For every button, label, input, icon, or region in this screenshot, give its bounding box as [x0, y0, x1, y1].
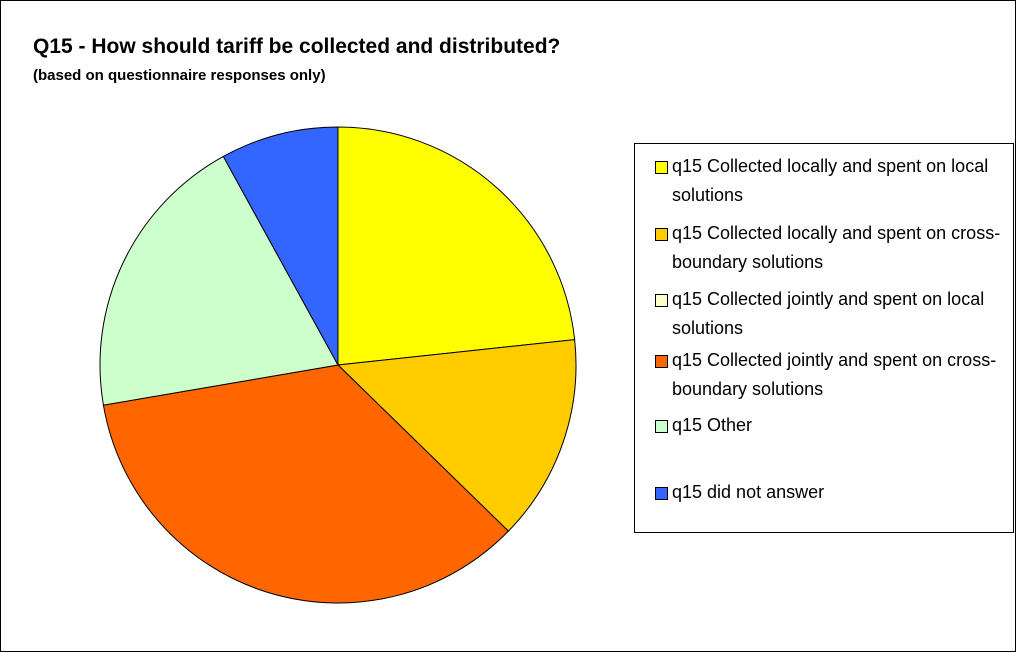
legend-swatch-6	[655, 487, 668, 500]
legend-swatch-2	[655, 228, 668, 241]
legend-label-5: q15 Other	[672, 415, 753, 435]
chart-subtitle: (based on questionnaire responses only)	[33, 67, 326, 84]
legend-swatch-5	[655, 420, 668, 433]
legend-label-6: q15 did not answer	[672, 482, 825, 502]
legend-item-3: q15 Collected jointly and spent on local…	[655, 285, 1012, 343]
pie-slice-6	[222, 126, 339, 366]
legend-item-4: q15 Collected jointly and spent on cross…	[655, 346, 1012, 404]
pie-slice-4	[102, 364, 510, 604]
legend-item-6: q15 did not answer	[655, 478, 1012, 507]
legend-swatch-4	[655, 355, 668, 368]
pie-slice-1	[337, 126, 576, 366]
legend-item-2: q15 Collected locally and spent on cross…	[655, 219, 1012, 277]
legend-label-2: q15 Collected locally and spent on cross…	[672, 223, 1001, 272]
pie-slice-2	[336, 339, 577, 532]
legend-item-5: q15 Other	[655, 411, 1012, 440]
chart-title: Q15 - How should tariff be collected and…	[33, 35, 561, 58]
legend-label-4: q15 Collected jointly and spent on cross…	[672, 350, 997, 399]
pie-slice-5	[99, 155, 339, 406]
legend-label-3: q15 Collected jointly and spent on local…	[672, 289, 985, 338]
legend: q15 Collected locally and spent on local…	[634, 143, 1014, 533]
legend-swatch-1	[655, 161, 668, 174]
legend-label-1: q15 Collected locally and spent on local…	[672, 156, 989, 205]
legend-item-1: q15 Collected locally and spent on local…	[655, 152, 1012, 210]
legend-swatch-3	[655, 294, 668, 307]
